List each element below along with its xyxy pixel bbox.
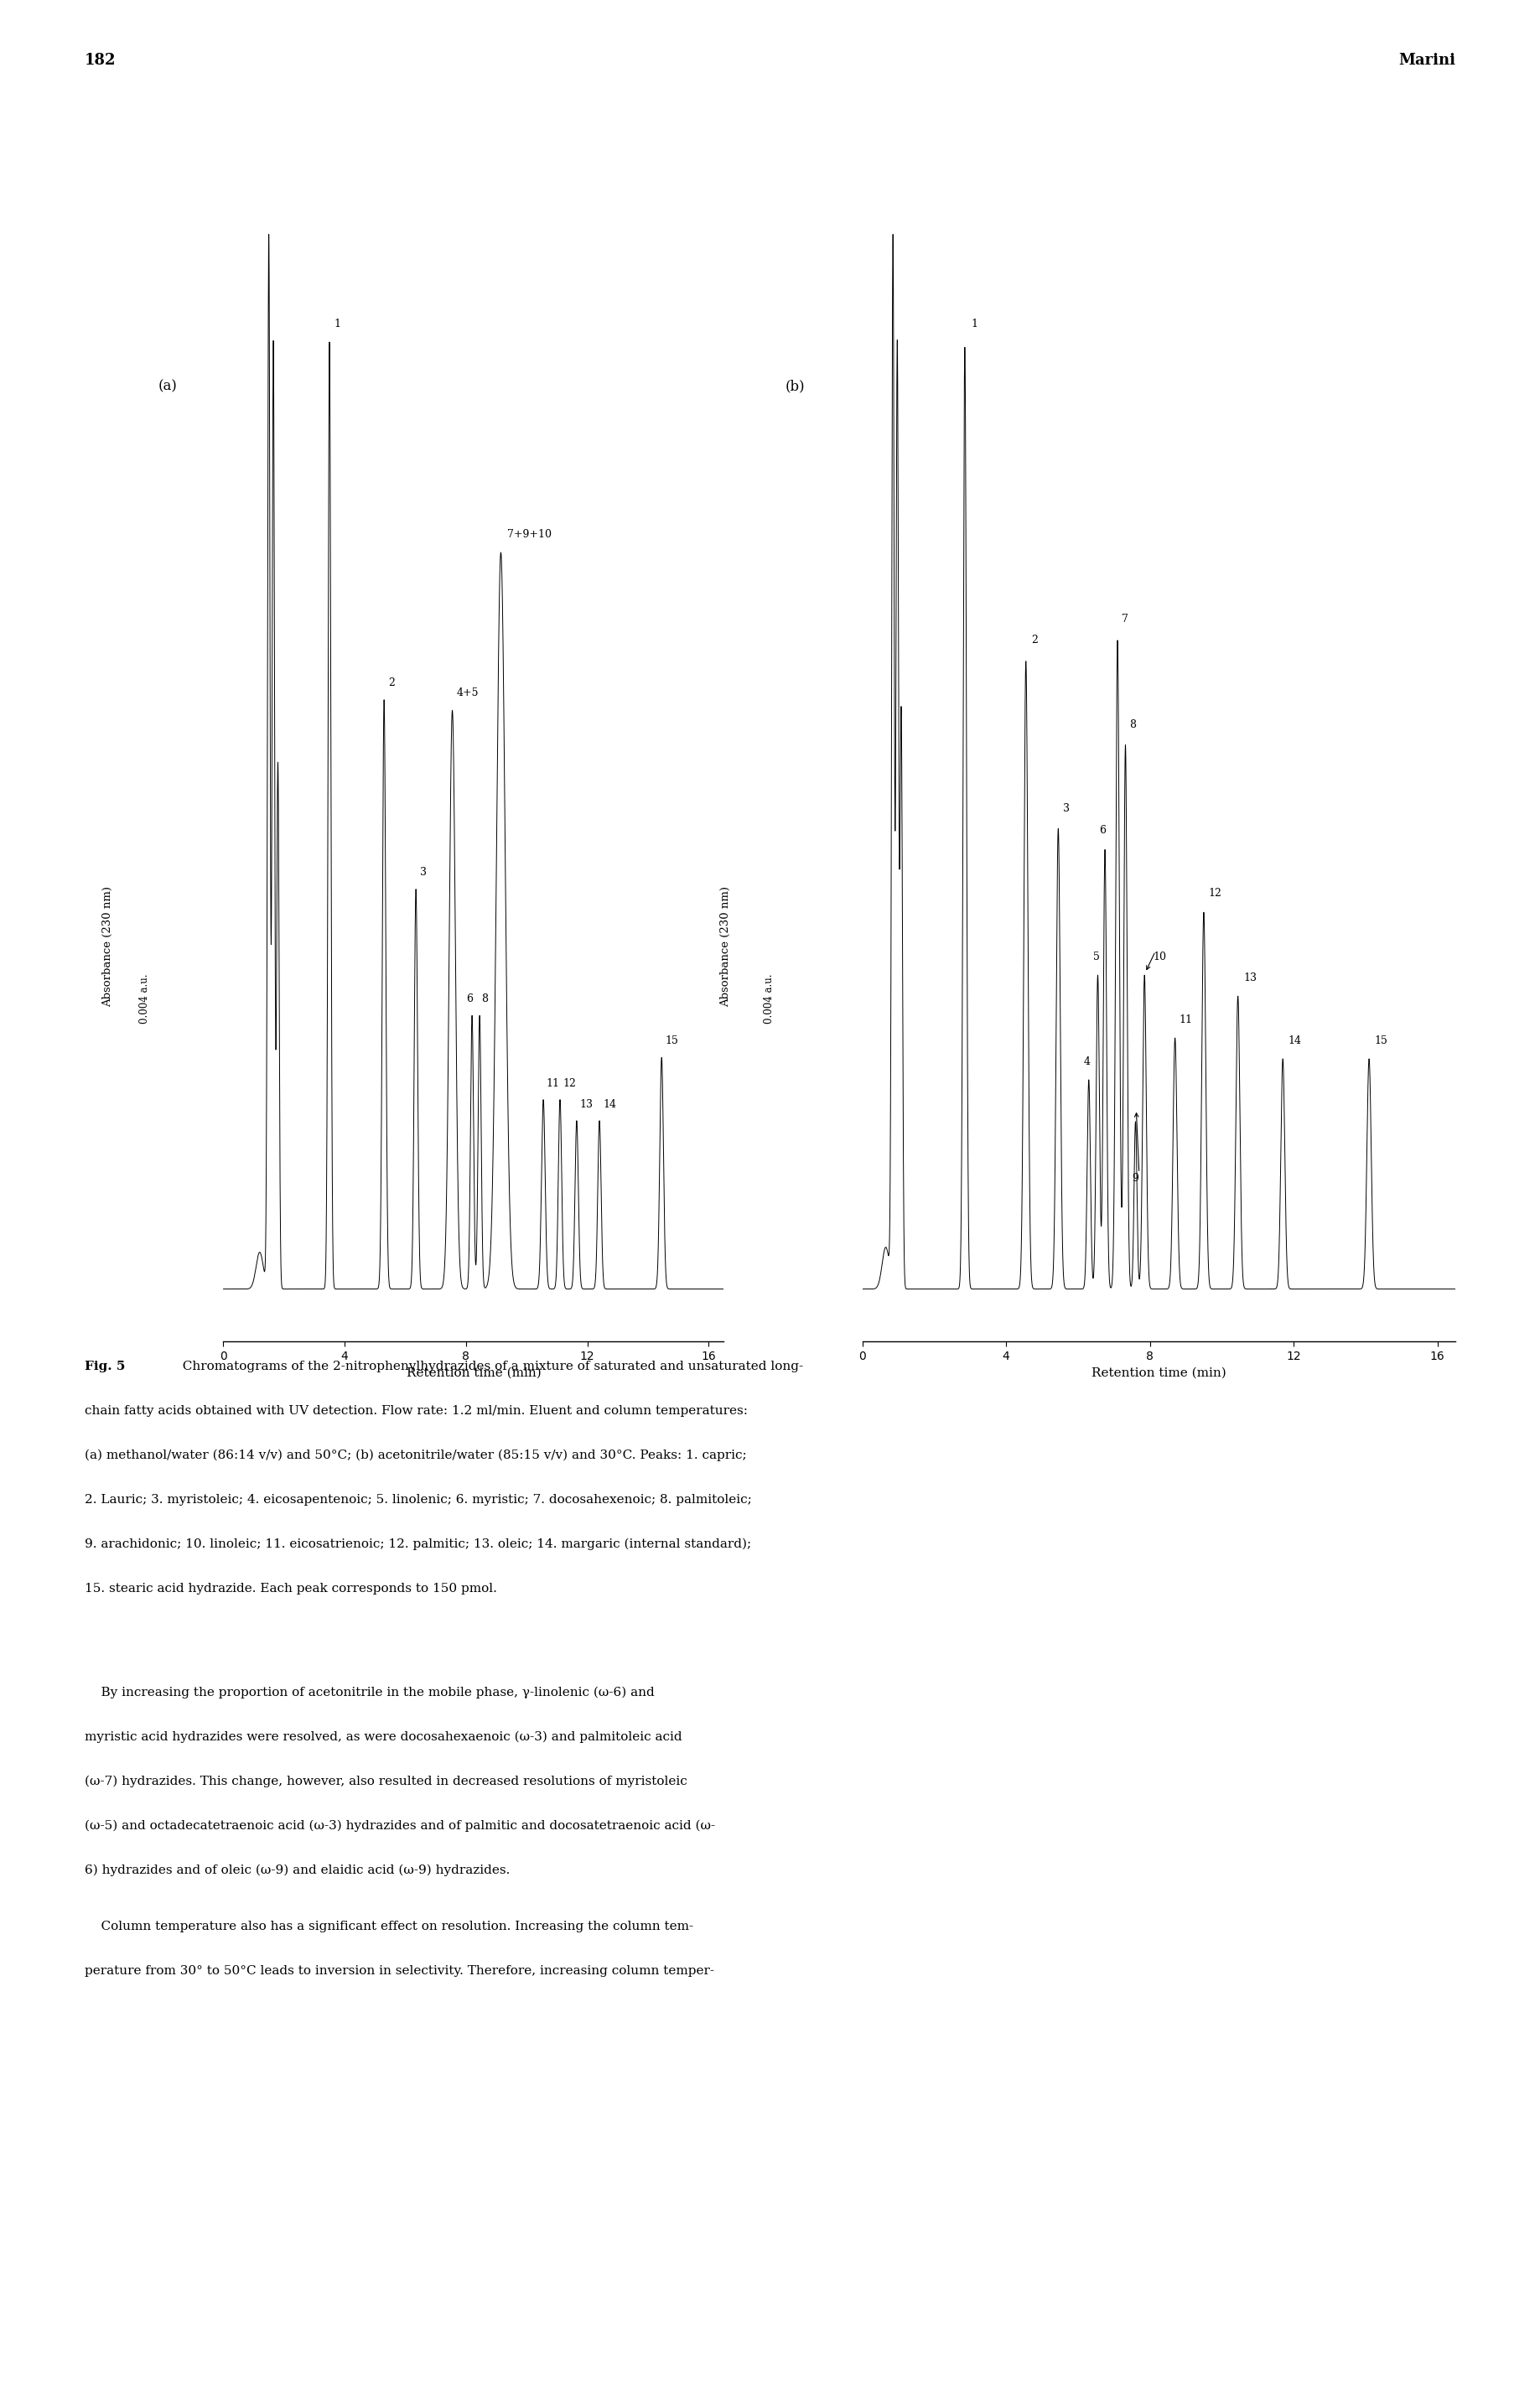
Text: 14: 14 — [1287, 1035, 1301, 1047]
Text: 2: 2 — [388, 678, 396, 688]
Text: 7+9+10: 7+9+10 — [507, 530, 551, 539]
Text: 0.004 a.u.: 0.004 a.u. — [764, 975, 775, 1023]
Text: 12: 12 — [564, 1078, 576, 1088]
Text: 6) hydrazides and of oleic (ω-9) and elaidic acid (ω-9) hydrazides.: 6) hydrazides and of oleic (ω-9) and ela… — [85, 1864, 510, 1876]
Text: 0.004 a.u.: 0.004 a.u. — [139, 975, 149, 1023]
X-axis label: Retention time (min): Retention time (min) — [1092, 1366, 1226, 1378]
Text: By increasing the proportion of acetonitrile in the mobile phase, γ-linolenic (ω: By increasing the proportion of acetonit… — [85, 1687, 654, 1699]
X-axis label: Retention time (min): Retention time (min) — [407, 1366, 541, 1378]
Text: 1: 1 — [334, 319, 340, 328]
Text: Chromatograms of the 2-nitrophenylhydrazides of a mixture of saturated and unsat: Chromatograms of the 2-nitrophenylhydraz… — [174, 1361, 802, 1373]
Text: chain fatty acids obtained with UV detection. Flow rate: 1.2 ml/min. Eluent and : chain fatty acids obtained with UV detec… — [85, 1404, 748, 1416]
Text: 2. Lauric; 3. myristoleic; 4. eicosapentenoic; 5. linolenic; 6. myristic; 7. doc: 2. Lauric; 3. myristoleic; 4. eicosapent… — [85, 1495, 752, 1505]
Text: 6: 6 — [467, 994, 473, 1004]
Text: 13: 13 — [579, 1100, 593, 1109]
Text: (b): (b) — [785, 379, 805, 393]
Text: 1: 1 — [970, 319, 978, 328]
Text: (a): (a) — [159, 379, 177, 393]
Text: 7: 7 — [1121, 613, 1129, 625]
Text: 14: 14 — [604, 1100, 616, 1109]
Text: myristic acid hydrazides were resolved, as were docosahexaenoic (ω-3) and palmit: myristic acid hydrazides were resolved, … — [85, 1730, 682, 1744]
Text: 4: 4 — [1084, 1057, 1090, 1069]
Text: 2: 2 — [1032, 635, 1038, 645]
Text: Marini: Marini — [1398, 53, 1455, 67]
Text: Column temperature also has a significant effect on resolution. Increasing the c: Column temperature also has a significan… — [85, 1922, 693, 1931]
Text: 9: 9 — [1132, 1172, 1138, 1184]
Text: 9. arachidonic; 10. linoleic; 11. eicosatrienoic; 12. palmitic; 13. oleic; 14. m: 9. arachidonic; 10. linoleic; 11. eicosa… — [85, 1538, 752, 1550]
Text: Absorbance (230 nm): Absorbance (230 nm) — [721, 887, 731, 1006]
Text: (a) methanol/water (86:14 v/v) and 50°C; (b) acetonitrile/water (85:15 v/v) and : (a) methanol/water (86:14 v/v) and 50°C;… — [85, 1450, 747, 1462]
Text: 8: 8 — [1130, 719, 1137, 731]
Text: 3: 3 — [420, 867, 427, 877]
Text: 11: 11 — [547, 1078, 559, 1088]
Text: 15: 15 — [1375, 1035, 1388, 1047]
Text: 182: 182 — [85, 53, 115, 67]
Text: 12: 12 — [1207, 889, 1221, 898]
Text: (ω-7) hydrazides. This change, however, also resulted in decreased resolutions o: (ω-7) hydrazides. This change, however, … — [85, 1775, 687, 1787]
Text: 4+5: 4+5 — [457, 688, 479, 697]
Text: 3: 3 — [1063, 803, 1070, 815]
Text: 15. stearic acid hydrazide. Each peak corresponds to 150 pmol.: 15. stearic acid hydrazide. Each peak co… — [85, 1584, 497, 1593]
Text: 13: 13 — [1243, 973, 1257, 982]
Text: perature from 30° to 50°C leads to inversion in selectivity. Therefore, increasi: perature from 30° to 50°C leads to inver… — [85, 1965, 715, 1977]
Text: 5: 5 — [1093, 951, 1100, 963]
Text: Fig. 5: Fig. 5 — [85, 1361, 125, 1373]
Text: 8: 8 — [480, 994, 488, 1004]
Text: 15: 15 — [665, 1035, 679, 1047]
Text: (ω-5) and octadecatetraenoic acid (ω-3) hydrazides and of palmitic and docosatet: (ω-5) and octadecatetraenoic acid (ω-3) … — [85, 1821, 715, 1833]
Text: Absorbance (230 nm): Absorbance (230 nm) — [103, 887, 114, 1006]
Text: 10: 10 — [1153, 951, 1167, 963]
Text: 11: 11 — [1180, 1014, 1194, 1025]
Text: 6: 6 — [1100, 824, 1106, 836]
